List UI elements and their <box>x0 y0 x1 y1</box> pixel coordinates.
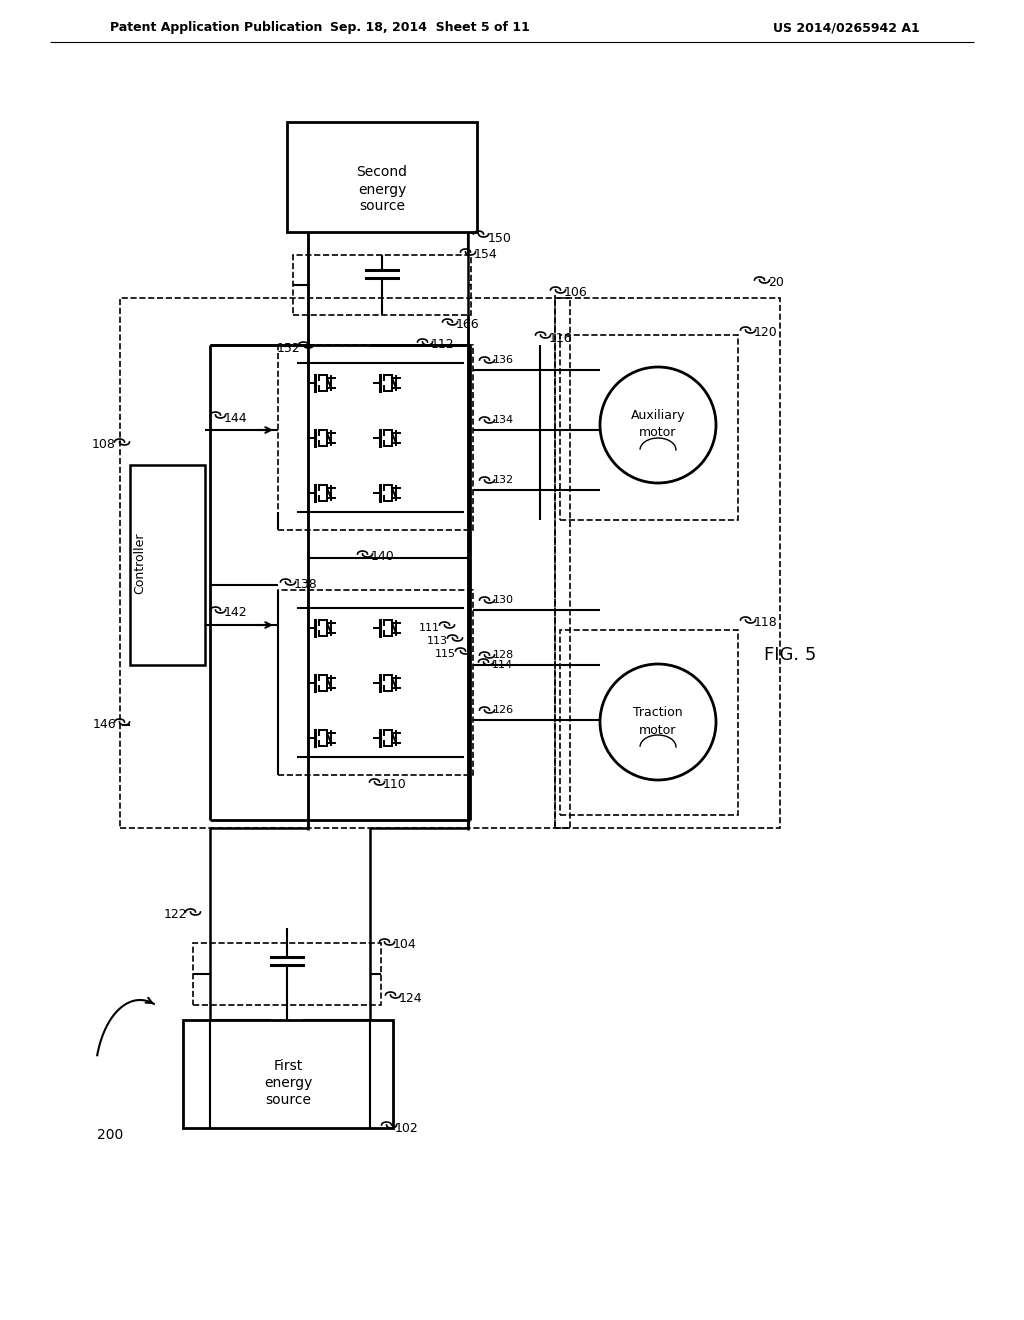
Text: energy: energy <box>357 183 407 197</box>
Text: US 2014/0265942 A1: US 2014/0265942 A1 <box>773 21 920 34</box>
Text: 110: 110 <box>383 779 407 792</box>
Text: 114: 114 <box>492 660 513 671</box>
Bar <box>560 335 738 520</box>
Text: 138: 138 <box>294 578 317 591</box>
Text: Auxiliary: Auxiliary <box>631 409 685 422</box>
Text: 134: 134 <box>493 414 514 425</box>
Text: 128: 128 <box>493 649 514 660</box>
Text: 154: 154 <box>474 248 498 261</box>
Text: 122: 122 <box>164 908 187 921</box>
Text: 111: 111 <box>419 623 440 634</box>
Bar <box>560 630 738 814</box>
Text: 126: 126 <box>493 705 514 715</box>
Text: motor: motor <box>639 426 677 440</box>
Text: 146: 146 <box>92 718 116 731</box>
Text: 112: 112 <box>431 338 455 351</box>
Text: Sep. 18, 2014  Sheet 5 of 11: Sep. 18, 2014 Sheet 5 of 11 <box>330 21 530 34</box>
Text: 113: 113 <box>427 636 449 645</box>
Bar <box>278 590 473 775</box>
Text: energy: energy <box>264 1076 312 1090</box>
Text: 152: 152 <box>276 342 300 355</box>
Text: 200: 200 <box>97 1129 123 1142</box>
Text: 124: 124 <box>399 991 423 1005</box>
Text: source: source <box>359 199 406 213</box>
Text: 108: 108 <box>92 438 116 451</box>
Bar <box>278 345 473 531</box>
Bar <box>130 465 205 665</box>
Bar <box>193 942 381 1005</box>
Text: 104: 104 <box>393 939 417 952</box>
Text: Controller: Controller <box>133 532 146 594</box>
Text: 115: 115 <box>435 649 456 659</box>
Text: 102: 102 <box>395 1122 419 1134</box>
Text: 106: 106 <box>564 286 588 300</box>
Bar <box>293 255 471 315</box>
Text: source: source <box>265 1093 311 1107</box>
Text: 20: 20 <box>768 276 784 289</box>
Bar <box>555 298 780 828</box>
Text: 140: 140 <box>371 550 394 564</box>
Bar <box>120 298 570 828</box>
Bar <box>183 1020 393 1129</box>
Text: 136: 136 <box>493 355 514 366</box>
Text: 150: 150 <box>488 231 512 244</box>
Text: 144: 144 <box>224 412 248 425</box>
Bar <box>287 121 477 232</box>
Text: 116: 116 <box>549 331 572 345</box>
Text: Traction: Traction <box>633 706 683 719</box>
Text: Patent Application Publication: Patent Application Publication <box>110 21 323 34</box>
Text: Second: Second <box>356 165 408 180</box>
Text: 132: 132 <box>493 475 514 484</box>
Text: 142: 142 <box>224 606 248 619</box>
Text: 130: 130 <box>493 595 514 605</box>
Text: FIG. 5: FIG. 5 <box>764 645 816 664</box>
Text: 120: 120 <box>754 326 778 339</box>
Text: motor: motor <box>639 723 677 737</box>
Text: 166: 166 <box>456 318 479 331</box>
Text: 118: 118 <box>754 616 778 630</box>
Text: First: First <box>273 1059 303 1073</box>
